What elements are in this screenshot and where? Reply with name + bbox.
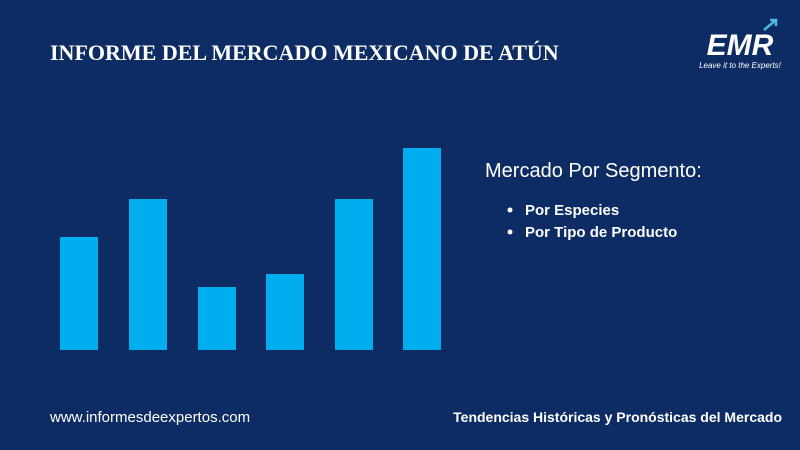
footer-website: www.informesdeexpertos.com xyxy=(49,409,250,426)
title: INFORME DEL MERCADO MEXICANO DE ATÚN xyxy=(50,40,559,65)
logo: EMR Leave it to the Experts! xyxy=(699,18,782,70)
logo-arrow xyxy=(763,18,778,31)
bar xyxy=(266,274,304,350)
logo-name: EMR xyxy=(707,29,774,62)
segment-item: Por Tipo de Producto xyxy=(525,224,677,241)
bullet xyxy=(507,229,513,235)
bar xyxy=(335,199,373,350)
bar xyxy=(129,199,167,350)
logo-tagline: Leave it to the Experts! xyxy=(699,61,782,70)
decorative-bars xyxy=(60,148,441,350)
bar xyxy=(403,148,441,350)
bar xyxy=(198,287,236,350)
segment-item: Por Especies xyxy=(525,202,619,219)
bar xyxy=(60,237,98,350)
footer-tagline: Tendencias Históricas y Pronósticas del … xyxy=(453,409,782,425)
segment-heading: Mercado Por Segmento: xyxy=(485,160,702,182)
bullet xyxy=(507,207,513,213)
